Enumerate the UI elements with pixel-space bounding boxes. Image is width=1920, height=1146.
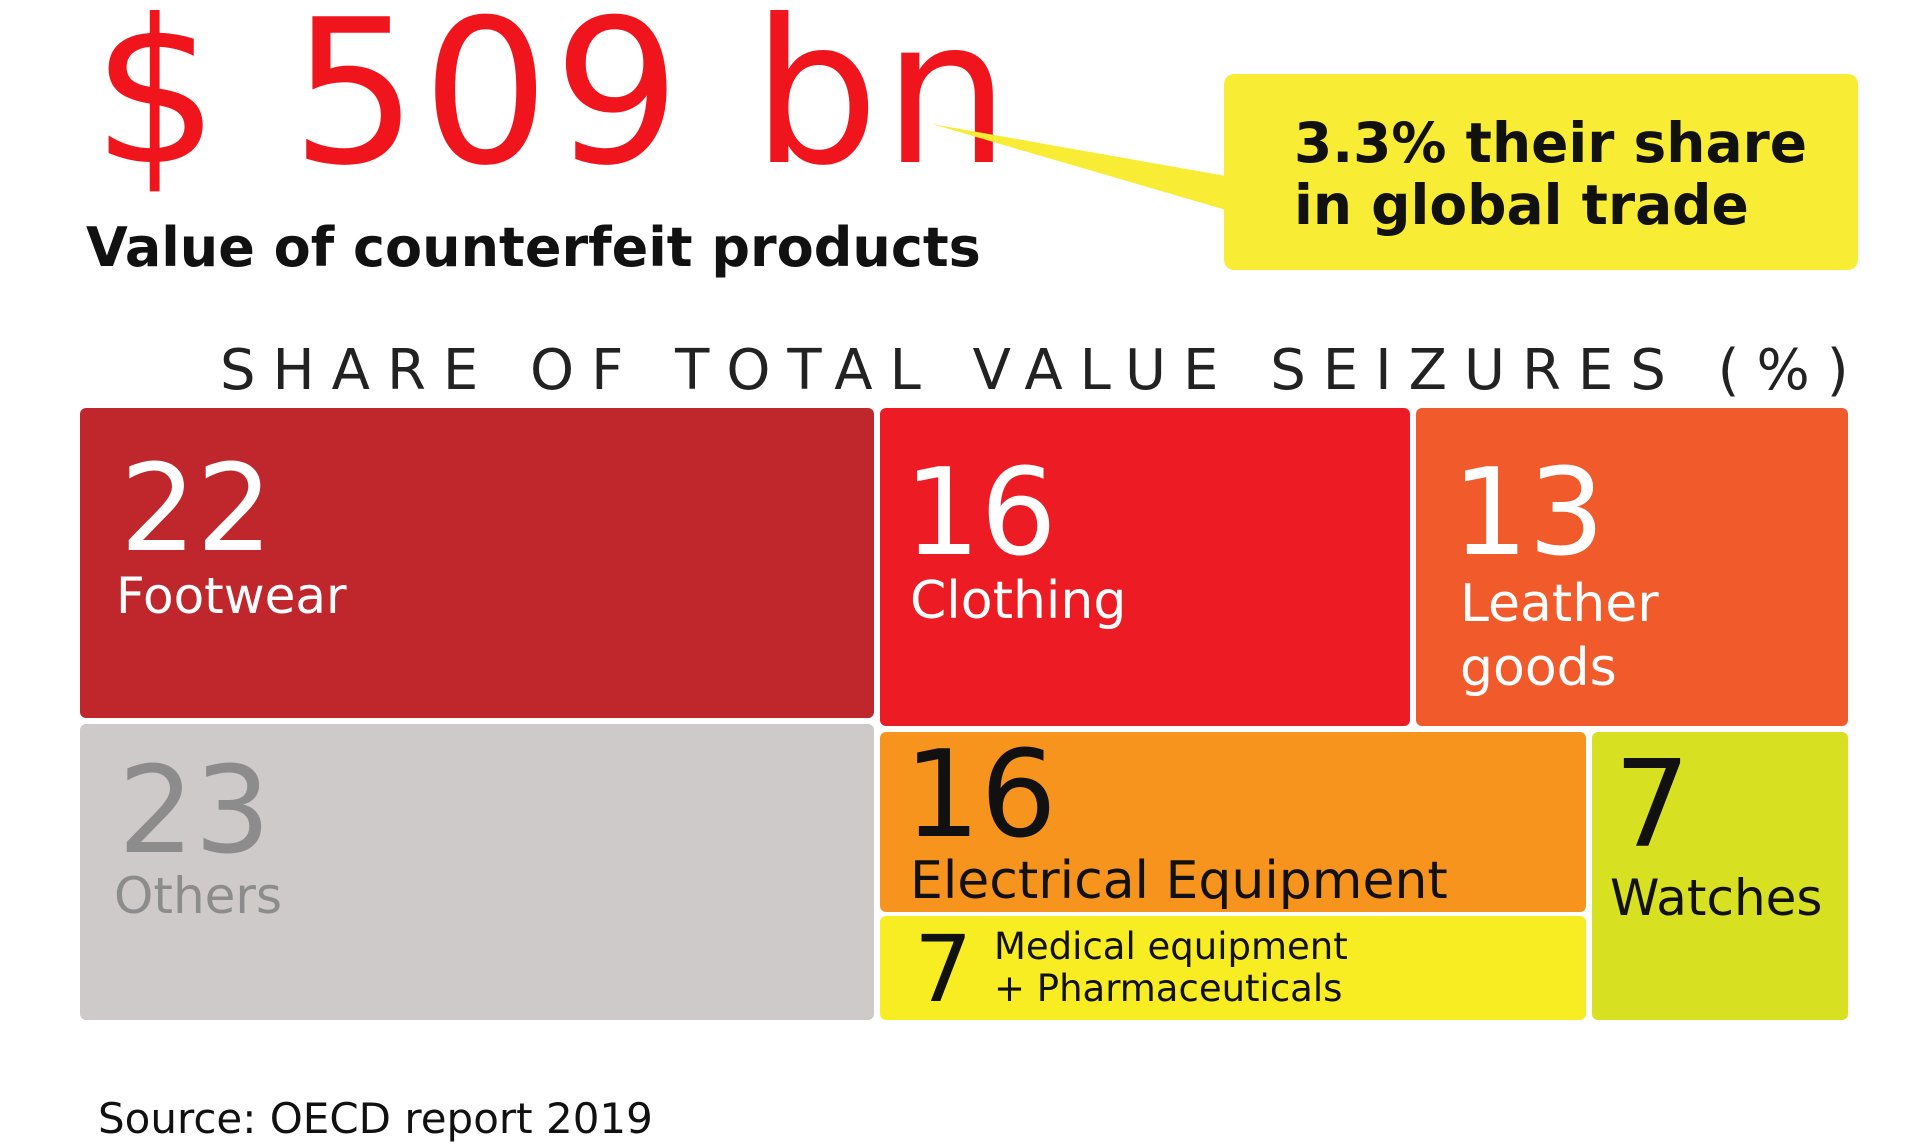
tile-label: Footwear <box>116 567 347 625</box>
headline-value: $ 509 bn <box>92 0 1014 210</box>
tile-label-line-1: Leather <box>1460 574 1659 634</box>
tile-label-line-2: goods <box>1460 638 1617 698</box>
tile-value: 7 <box>914 916 973 1023</box>
callout-line-2: in global trade <box>1294 173 1749 237</box>
callout-line-1: 3.3% their share <box>1294 111 1807 175</box>
tile-clothing: 16 Clothing <box>880 408 1410 726</box>
tile-label: Watches <box>1610 869 1823 927</box>
tile-watches: 7 Watches <box>1592 732 1848 1020</box>
tile-medical-pharmaceuticals: 7 Medical equipment + Pharmaceuticals <box>880 916 1586 1020</box>
tile-value: 7 <box>1614 736 1691 875</box>
chart-title: SHARE OF TOTAL VALUE SEIZURES (%) <box>220 338 1866 403</box>
tile-value: 22 <box>120 440 273 579</box>
tile-label: Clothing <box>910 571 1127 631</box>
tile-value: 16 <box>904 444 1057 583</box>
callout-box: 3.3% their share in global trade <box>1224 74 1858 270</box>
headline-subtitle: Value of counterfeit products <box>86 216 981 279</box>
tile-label: Others <box>114 867 283 925</box>
tile-label: Leather goods <box>1460 572 1659 700</box>
source-note: Source: OECD report 2019 <box>98 1094 653 1143</box>
callout-pointer-shape <box>932 124 1226 210</box>
tile-label-line-1: Medical equipment <box>994 925 1348 968</box>
tile-electrical-equipment: 16 Electrical Equipment <box>880 732 1586 912</box>
tile-footwear: 22 Footwear <box>80 408 874 718</box>
tile-label: Medical equipment + Pharmaceuticals <box>994 926 1348 1010</box>
tile-value: 23 <box>118 742 271 881</box>
tile-label: Electrical Equipment <box>910 851 1448 911</box>
tile-value: 13 <box>1452 444 1605 583</box>
tile-label-line-2: + Pharmaceuticals <box>994 967 1343 1010</box>
tile-leather-goods: 13 Leather goods <box>1416 408 1848 726</box>
tile-value: 16 <box>904 726 1057 865</box>
tile-others: 23 Others <box>80 724 874 1020</box>
